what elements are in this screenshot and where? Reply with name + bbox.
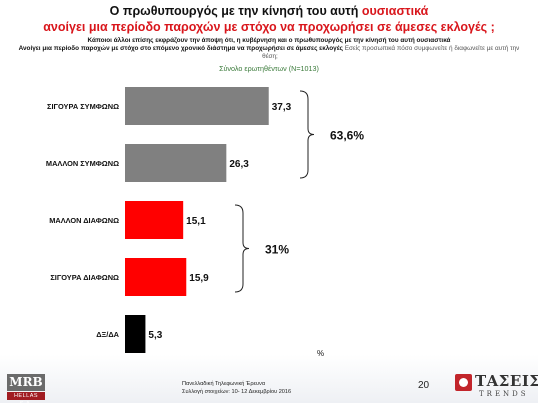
footer-dates: Συλλογή στοιχείων: 10- 12 Δεκεμβρίου 201… xyxy=(182,389,292,395)
category-label-1: ΜΑΛΛΟΝ ΣΥΜΦΩΝΩ xyxy=(46,159,119,168)
value-label-1: 26,3 xyxy=(229,159,249,170)
footer-survey: Πανελλαδική Τηλεφωνική Έρευνα xyxy=(182,381,266,387)
category-label-2: ΜΑΛΛΟΝ ΔΙΑΦΩΝΩ xyxy=(49,216,119,225)
category-label-4: ΔΞ/ΔΑ xyxy=(96,330,119,339)
subtitle-line-2: Ανοίγει μια περίοδο παροχών με στόχο στο… xyxy=(4,45,534,53)
mrb-logo: MRB HELLAS S.A. xyxy=(7,374,45,407)
taseis-name: ΤΑΣΕΙΣ xyxy=(475,372,538,390)
taseis-trends: TRENDS xyxy=(479,390,529,398)
question-text: Ανοίγει μια περίοδο παροχών με στόχο στο… xyxy=(18,45,343,52)
bar-3 xyxy=(125,258,187,296)
question-tail-2: θέση; xyxy=(262,53,278,60)
taseis-mark-icon xyxy=(455,374,472,391)
group-bracket-0 xyxy=(299,90,315,179)
value-label-3: 15,9 xyxy=(189,273,209,284)
title-line-2: ανοίγει μια περίοδο παροχών με στόχο να … xyxy=(20,19,518,35)
unit-label: % xyxy=(317,349,324,358)
mrb-logo-top: MRB xyxy=(7,374,45,391)
value-label-0: 37,3 xyxy=(272,102,292,113)
value-label-2: 15,1 xyxy=(186,216,206,227)
bar-4 xyxy=(125,315,146,353)
bar-1 xyxy=(125,144,227,182)
group-label-0: 63,6% xyxy=(330,129,364,143)
group-bracket-1 xyxy=(234,204,250,293)
bar-2 xyxy=(125,201,184,239)
base-note: Σύνολο ερωτηθέντων (Ν=1013) xyxy=(219,64,319,73)
mrb-logo-bottom: HELLAS S.A. xyxy=(7,392,45,407)
bar-0 xyxy=(125,87,269,125)
taseis-logo: ΤΑΣΕΙΣ TRENDS xyxy=(455,372,538,402)
title-highlight-2: ανοίγει μια περίοδο παροχών με στόχο να … xyxy=(43,20,495,34)
group-label-1: 31% xyxy=(265,243,289,257)
value-label-4: 5,3 xyxy=(148,330,162,341)
question-tail: Εσείς προσωπικά πόσο συμφωνείτε ή διαφων… xyxy=(344,45,520,52)
page-number: 20 xyxy=(418,380,430,391)
category-label-3: ΣΙΓΟΥΡΑ ΔΙΑΦΩΝΩ xyxy=(50,273,119,282)
category-label-0: ΣΙΓΟΥΡΑ ΣΥΜΦΩΝΩ xyxy=(47,102,119,111)
title-text: Ο πρωθυπουργός με την κίνησή του αυτή xyxy=(109,4,362,18)
subtitle-line-1: Κάποιοι άλλοι επίσης εκφράζουν την άποψη… xyxy=(87,37,451,44)
title-highlight: ουσιαστικά xyxy=(361,4,429,18)
title-line-1: Ο πρωθυπουργός με την κίνησή του αυτή ου… xyxy=(20,3,518,19)
